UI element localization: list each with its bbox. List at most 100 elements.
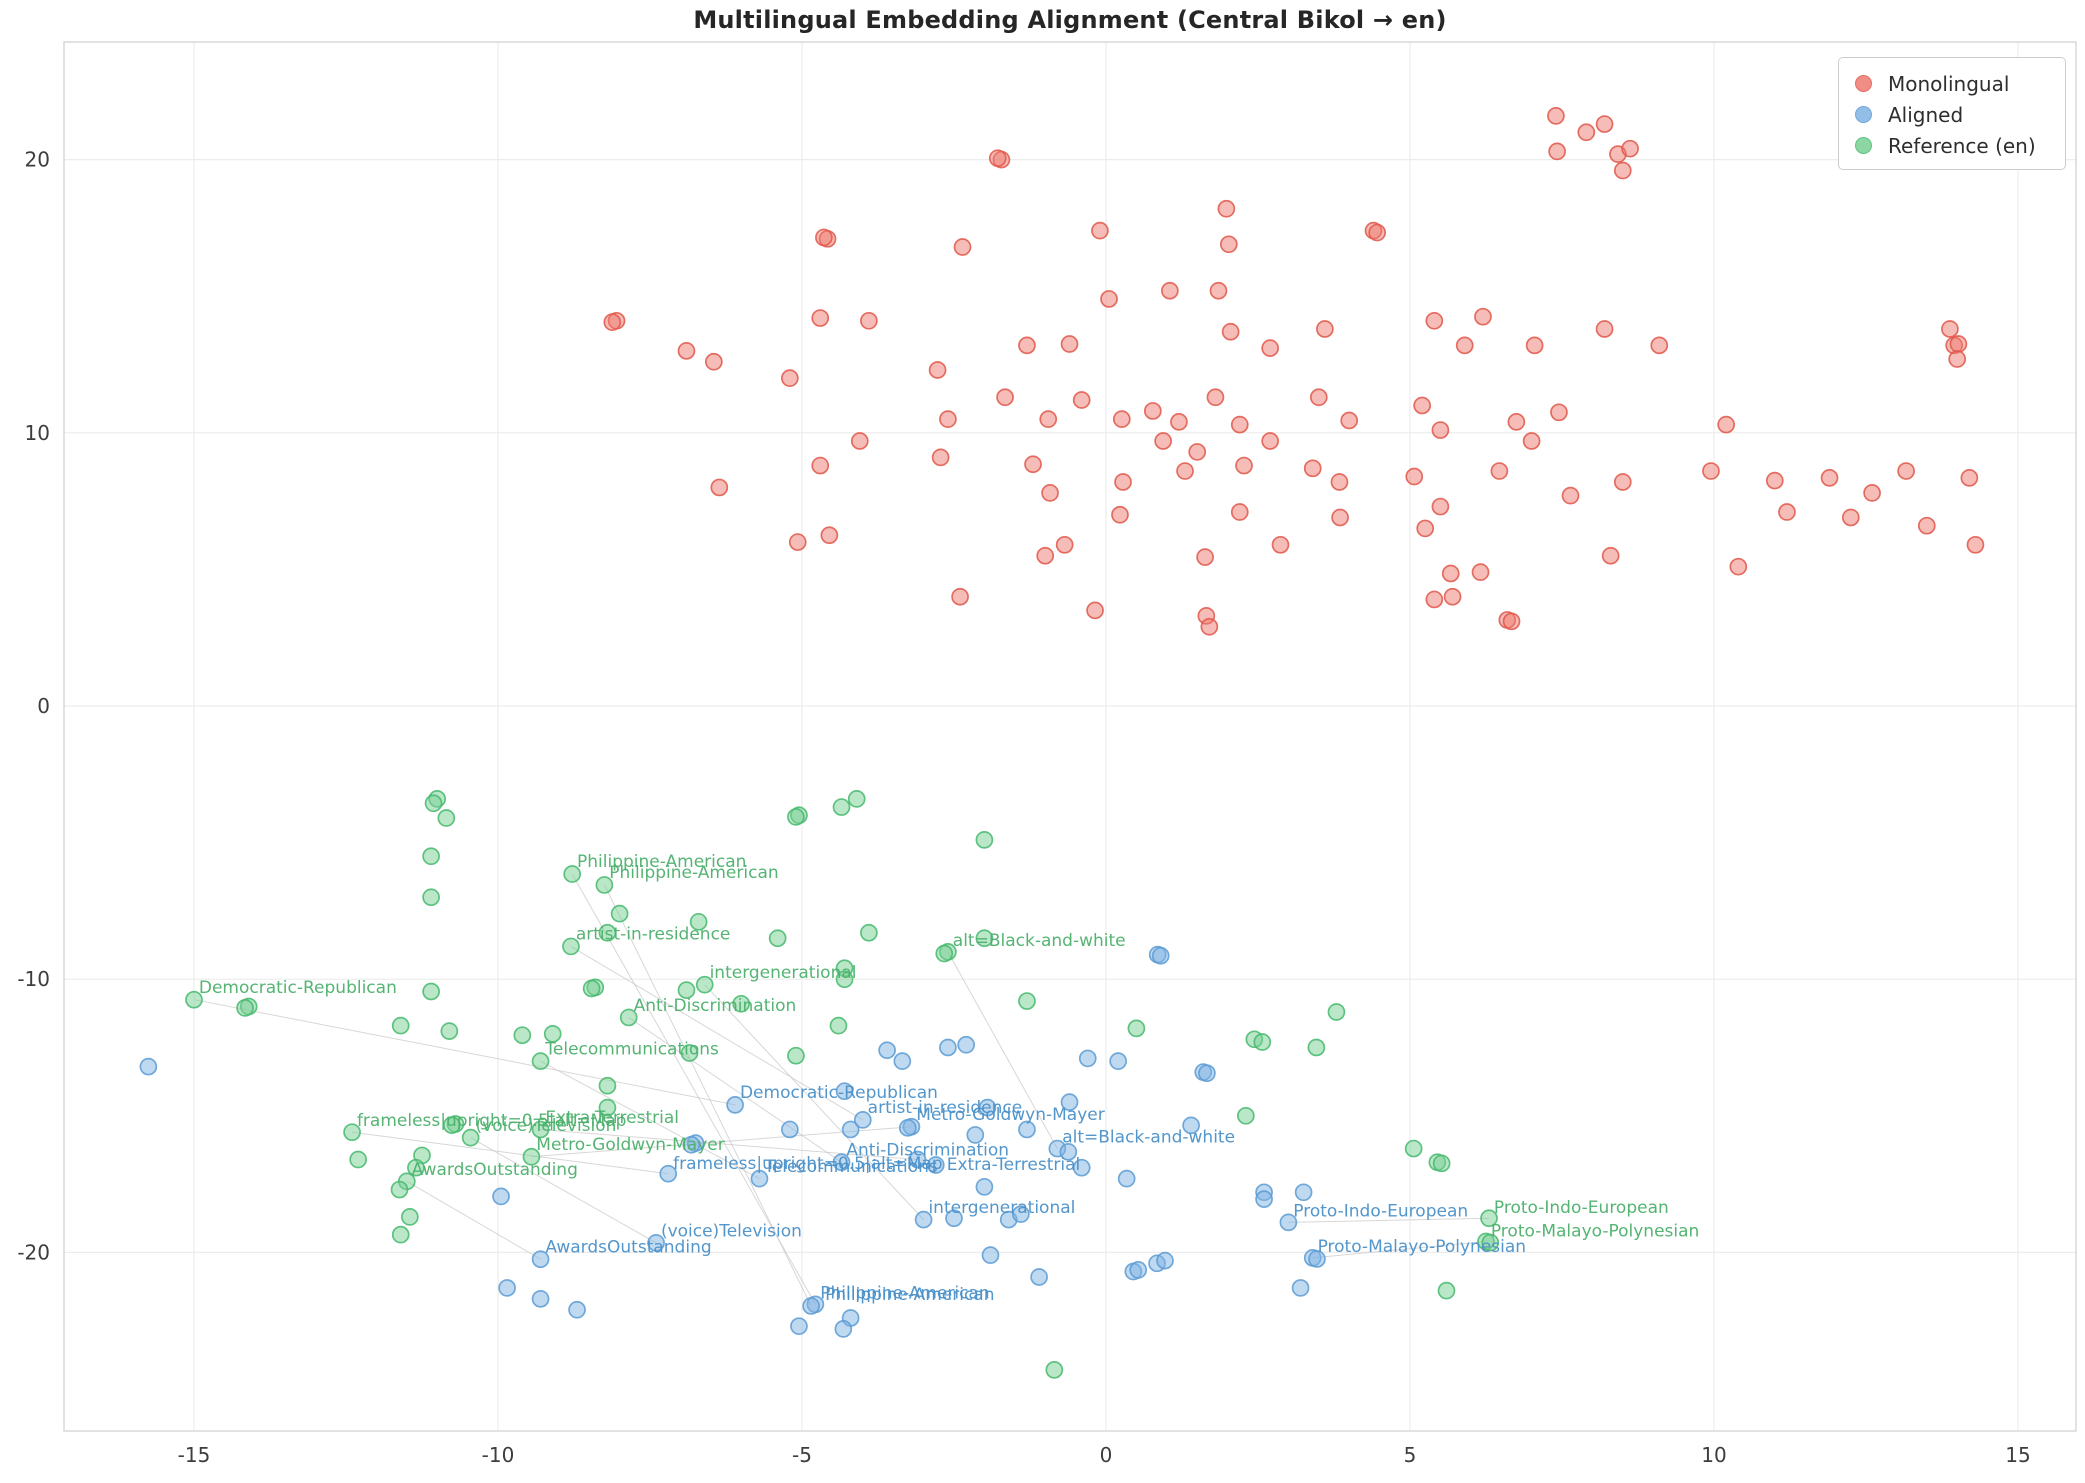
data-point-aligned [1078, 1049, 1097, 1068]
data-point-aligned [957, 1035, 976, 1054]
data-point-reference-en [422, 847, 440, 866]
data-point-reference-en [677, 981, 696, 999]
aligned-annotation-label: alt=Black-and-white [1062, 1128, 1235, 1148]
data-point-aligned [568, 1300, 586, 1319]
data-point-reference-en [860, 923, 878, 942]
data-point-monolingual [1729, 557, 1748, 576]
data-point-reference-en [835, 970, 854, 989]
chart-title: Multilingual Embedding Alignment (Centra… [693, 6, 1447, 34]
reference-annotation-label: Proto-Indo-European [1494, 1198, 1669, 1218]
data-point-reference-en [1045, 1361, 1064, 1379]
data-point-monolingual [1548, 142, 1566, 161]
data-point-aligned [139, 1057, 158, 1076]
data-point-reference-en [1437, 1281, 1456, 1300]
legend[interactable]: Monolingual Aligned Reference (en) [1838, 57, 2066, 170]
data-point-monolingual [1522, 432, 1541, 450]
data-point-monolingual [1024, 455, 1042, 474]
data-point-reference-en [440, 1022, 459, 1040]
data-point-monolingual [788, 533, 807, 551]
data-point-monolingual [1948, 350, 1967, 368]
data-point-reference-en [1253, 1033, 1272, 1051]
data-point-monolingual [1200, 617, 1219, 636]
data-point-reference-en [442, 1116, 461, 1134]
data-point-monolingual [951, 587, 969, 606]
data-point-aligned [841, 1120, 860, 1139]
reference-annotation-label: Anti-Discrimination [634, 996, 797, 1016]
aligned-annotation-label: Philippine-American [820, 1283, 989, 1303]
data-point-monolingual [1196, 548, 1214, 566]
legend-item-reference[interactable]: Reference (en) [1839, 130, 2065, 161]
data-point-monolingual [1425, 590, 1444, 609]
data-point-reference-en [422, 888, 440, 907]
data-point-monolingual [1431, 497, 1450, 516]
data-point-reference-en [1432, 1154, 1451, 1173]
y-tick-label: 20 [25, 148, 50, 172]
data-point-reference-en [522, 1147, 541, 1166]
aligned-annotation-label: Telecommunications [763, 1157, 938, 1177]
data-point-aligned [975, 1177, 994, 1196]
data-point-reference-en [437, 809, 456, 827]
legend-item-monolingual[interactable]: Monolingual [1839, 68, 2065, 99]
reference-annotation-label: Extra-Terrestrial [545, 1108, 679, 1128]
data-point-monolingual [1176, 462, 1194, 480]
data-point-aligned [750, 1169, 769, 1188]
data-point-reference-en [829, 1016, 848, 1035]
data-point-monolingual [1621, 139, 1639, 158]
data-point-aligned [1156, 1251, 1174, 1270]
data-point-monolingual [1041, 484, 1059, 502]
data-point-aligned [978, 1098, 997, 1117]
data-point-reference-en [185, 990, 203, 1009]
data-point-monolingual [1471, 563, 1490, 581]
data-point-monolingual [1143, 402, 1162, 420]
data-point-aligned [1182, 1116, 1200, 1135]
data-point-monolingual [1091, 221, 1109, 240]
data-point-reference-en [390, 1180, 409, 1199]
data-point-reference-en [1481, 1233, 1500, 1252]
data-point-aligned [1151, 946, 1170, 965]
legend-label-monolingual: Monolingual [1888, 71, 2010, 96]
data-point-monolingual [1331, 508, 1349, 527]
aligned-annotation-label: intergenerational [928, 1198, 1075, 1218]
data-point-monolingual [1425, 311, 1444, 330]
data-point-reference-en [1018, 992, 1036, 1010]
data-point-monolingual [860, 311, 878, 330]
legend-item-aligned[interactable]: Aligned [1839, 99, 2065, 130]
data-point-reference-en [543, 1024, 562, 1043]
data-point-aligned [981, 1246, 1000, 1264]
data-point-reference-en [847, 790, 866, 808]
reference-annotation-label: Philippine-American [609, 863, 778, 883]
aligned-annotation-label: Proto-Indo-European [1293, 1201, 1468, 1221]
data-point-monolingual [820, 526, 839, 545]
data-point-monolingual [1235, 456, 1253, 475]
data-point-reference-en [1127, 1019, 1146, 1038]
data-point-monolingual [1114, 473, 1132, 491]
data-point-monolingual [1271, 535, 1290, 554]
data-point-reference-en [619, 1008, 638, 1027]
data-point-aligned [780, 1120, 799, 1139]
data-point-monolingual [1154, 432, 1173, 450]
data-point-aligned [908, 1150, 927, 1169]
data-point-reference-en [832, 798, 851, 816]
data-point-aligned [926, 1156, 945, 1174]
alignment-connector-line [193, 999, 736, 1106]
data-point-monolingual [939, 410, 957, 428]
data-point-monolingual [1949, 335, 1968, 353]
data-point-monolingual [1502, 612, 1521, 631]
data-point-reference-en [562, 937, 580, 956]
data-point-monolingual [1941, 320, 1959, 338]
data-point-reference-en [595, 876, 614, 894]
data-point-monolingual [1474, 307, 1492, 326]
data-point-monolingual [1897, 462, 1915, 480]
alignment-connector-line [1312, 1240, 1487, 1259]
data-point-monolingual [1547, 107, 1565, 125]
data-point-monolingual [1561, 486, 1580, 505]
data-point-aligned [835, 1082, 854, 1101]
data-point-reference-en [461, 1128, 480, 1147]
data-point-reference-en [513, 1026, 532, 1045]
data-point-reference-en [391, 1225, 410, 1244]
data-point-monolingual [988, 149, 1007, 168]
aligned-annotation-label: Anti-Discrimination [846, 1141, 1009, 1161]
data-point-aligned [726, 1096, 744, 1114]
data-point-monolingual [1368, 223, 1387, 242]
data-point-monolingual [1490, 462, 1509, 480]
